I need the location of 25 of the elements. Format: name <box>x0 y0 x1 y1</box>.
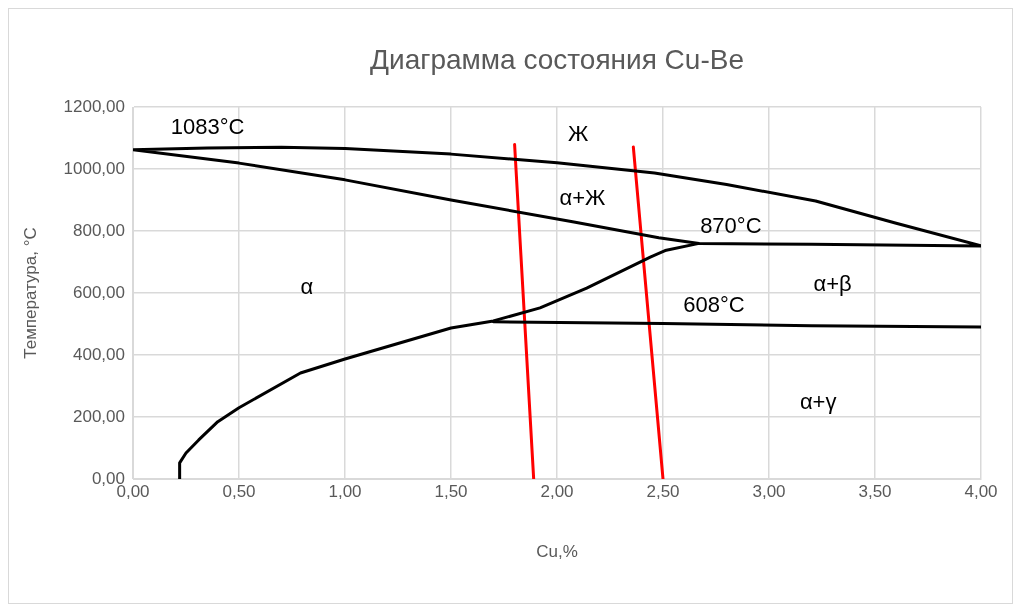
y-tick-label: 200,00 <box>73 406 125 426</box>
annotation: Ж <box>568 120 590 146</box>
annotation: α+γ <box>799 389 837 415</box>
x-tick-label: 4,00 <box>964 481 998 501</box>
annotation: α <box>300 274 314 300</box>
y-axis-title: Температура, °C <box>20 227 40 359</box>
x-tick-label: 3,00 <box>752 481 786 501</box>
y-tick-label: 400,00 <box>73 344 125 364</box>
chart-title: Диаграмма состояния Cu-Be <box>370 43 744 75</box>
x-axis-title: Cu,% <box>536 542 578 562</box>
x-tick-label: 2,50 <box>646 481 680 501</box>
y-tick-label: 800,00 <box>73 220 125 240</box>
annotation: 1083°C <box>170 114 245 140</box>
x-tick-label: 2,00 <box>540 481 574 501</box>
annotation: α+β <box>813 270 852 296</box>
annotation: 870°C <box>700 212 762 238</box>
x-tick-label: 0,50 <box>222 481 256 501</box>
x-tick-label: 1,50 <box>434 481 468 501</box>
y-tick-label: 1000,00 <box>63 158 125 178</box>
x-tick-label: 1,00 <box>328 481 362 501</box>
annotation: α+Ж <box>559 184 607 210</box>
annotation: 608°C <box>683 292 745 318</box>
y-tick-label: 600,00 <box>73 282 125 302</box>
y-tick-label: 1200,00 <box>63 96 125 116</box>
x-tick-label: 3,50 <box>858 481 892 501</box>
